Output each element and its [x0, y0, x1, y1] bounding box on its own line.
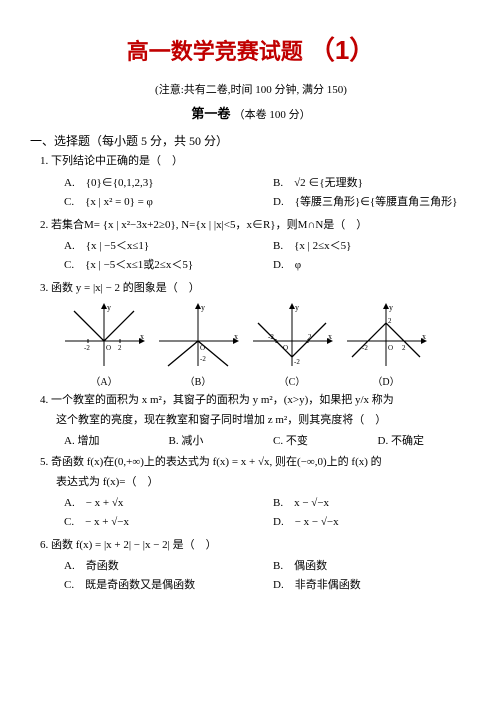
q5-options: A. − x + √x B. x − √−x C. − x + √−x D. −… [64, 494, 472, 529]
part1-score: （本卷 100 分） [234, 109, 311, 121]
q4-opt-b: B. 减小 [169, 432, 264, 448]
title-text: 高一数学竞赛试题 [127, 39, 303, 64]
q6-options: A. 奇函数 B. 偶函数 C. 既是奇函数又是偶函数 D. 非奇非偶函数 [64, 557, 472, 592]
q5-stem2: 表达式为 f(x)=（ ） [56, 474, 472, 491]
q6-stem: 6. 函数 f(x) = |x + 2| − |x − 2| 是（ ） [40, 537, 472, 554]
svg-text:-2: -2 [362, 344, 368, 352]
q4-opt-a: A. 增加 [64, 432, 159, 448]
q1-stem: 1. 下列结论中正确的是（ ） [40, 153, 472, 170]
q4-options: A. 增加 B. 减小 C. 不变 D. 不确定 [64, 432, 472, 448]
q2-opt-d: D. φ [273, 256, 472, 272]
exam-page: 高一数学竞赛试题 （1） (注意:共有二卷,时间 100 分钟, 满分 150)… [0, 0, 502, 620]
q1-options: A. {0}∈{0,1,2,3} B. √2 ∈{无理数} C. {x | x²… [64, 174, 472, 209]
q5-stem1: 5. 奇函数 f(x)在(0,+∞)上的表达式为 f(x) = x + √x, … [40, 454, 472, 471]
q5-opt-d: D. − x − √−x [273, 513, 472, 529]
svg-text:2: 2 [402, 344, 406, 352]
q5-opt-c: C. − x + √−x [64, 513, 263, 529]
title-number: （1） [309, 35, 375, 65]
svg-text:y: y [389, 303, 393, 312]
svg-text:x: x [422, 332, 426, 341]
graph-b: x y O -2 [154, 301, 242, 371]
q4-stem2: 这个教室的亮度，现在教室和窗子同时增加 z m²，则其亮度将（ ） [56, 412, 472, 429]
page-title: 高一数学竞赛试题 （1） [30, 30, 472, 67]
svg-text:O: O [388, 344, 393, 352]
q1-opt-d: D. {等腰三角形}∈{等腰直角三角形} [273, 193, 472, 209]
q3-label-d: （D） [342, 373, 430, 388]
svg-text:2: 2 [308, 333, 312, 341]
q3-stem: 3. 函数 y = |x| − 2 的图象是（ ） [40, 280, 472, 297]
part1-main: 第一卷 [191, 106, 230, 121]
q3-graph-labels: （A） （B） （C） （D） [60, 373, 472, 388]
graph-d: x y O 2 -2 2 [342, 301, 430, 371]
q5-opt-b: B. x − √−x [273, 494, 472, 510]
svg-text:x: x [234, 332, 238, 341]
svg-text:y: y [295, 303, 299, 312]
svg-text:y: y [201, 303, 205, 312]
svg-text:-2: -2 [294, 358, 300, 366]
svg-text:2: 2 [388, 317, 392, 325]
q3-label-c: （C） [248, 373, 336, 388]
graph-c: x y O -2 2 -2 [248, 301, 336, 371]
svg-text:x: x [328, 332, 332, 341]
q6-opt-d: D. 非奇非偶函数 [273, 576, 472, 592]
q3-graphs: x y O -2 2 x y O -2 [60, 301, 472, 371]
q3-label-b: （B） [154, 373, 242, 388]
svg-text:y: y [107, 303, 111, 312]
q2-opt-b: B. {x | 2≤x＜5} [273, 237, 472, 253]
section1-head: 一、选择题（每小题 5 分，共 50 分） [30, 132, 472, 149]
q1-opt-c: C. {x | x² = 0} = φ [64, 193, 263, 209]
q6-opt-b: B. 偶函数 [273, 557, 472, 573]
part1-heading: 第一卷 （本卷 100 分） [30, 103, 472, 122]
q1-opt-a: A. {0}∈{0,1,2,3} [64, 174, 263, 190]
svg-text:-2: -2 [200, 355, 206, 363]
svg-text:2: 2 [118, 344, 122, 352]
q2-options: A. {x | −5＜x≤1} B. {x | 2≤x＜5} C. {x | −… [64, 237, 472, 272]
q5-opt-a: A. − x + √x [64, 494, 263, 510]
q2-opt-c: C. {x | −5＜x≤1或2≤x＜5} [64, 256, 263, 272]
q4-opt-d: D. 不确定 [378, 432, 473, 448]
q3-label-a: （A） [60, 373, 148, 388]
exam-note: (注意:共有二卷,时间 100 分钟, 满分 150) [30, 81, 472, 97]
q2-stem: 2. 若集合M= {x | x²−3x+2≥0}, N={x | |x|<5，x… [40, 217, 472, 234]
q6-opt-a: A. 奇函数 [64, 557, 263, 573]
q4-stem1: 4. 一个教室的面积为 x m²，其窗子的面积为 y m²，(x>y)，如果把 … [40, 392, 472, 409]
q2-opt-a: A. {x | −5＜x≤1} [64, 237, 263, 253]
svg-text:x: x [140, 332, 144, 341]
svg-text:-2: -2 [84, 344, 90, 352]
q1-opt-b: B. √2 ∈{无理数} [273, 174, 472, 190]
graph-a: x y O -2 2 [60, 301, 148, 371]
q4-opt-c: C. 不变 [273, 432, 368, 448]
svg-text:-2: -2 [268, 333, 274, 341]
svg-text:O: O [106, 344, 111, 352]
q6-opt-c: C. 既是奇函数又是偶函数 [64, 576, 263, 592]
